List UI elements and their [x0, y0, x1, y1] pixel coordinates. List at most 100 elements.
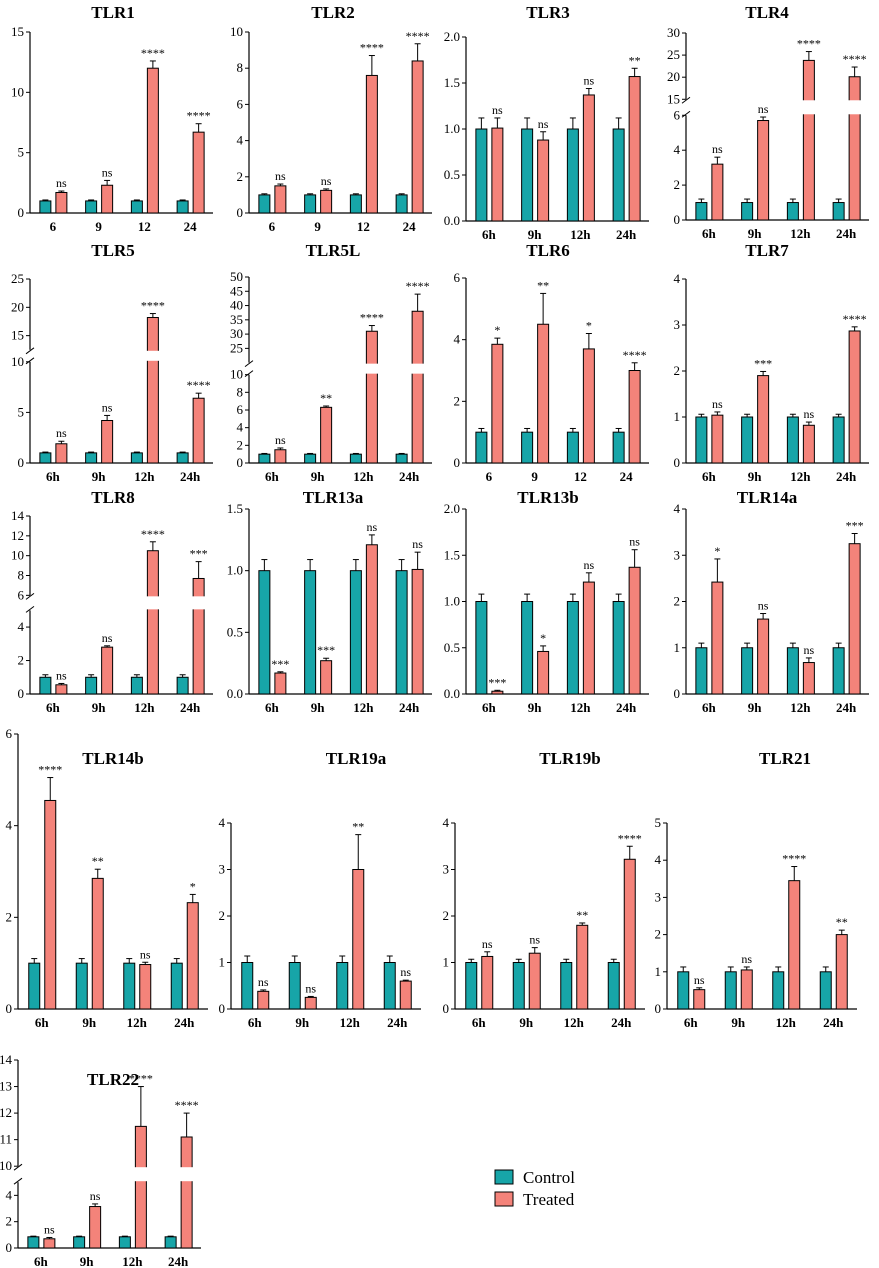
significance-label: ***: [271, 657, 289, 671]
x-tick-label: 12: [574, 469, 587, 484]
y-tick-label: 3: [674, 547, 681, 562]
x-tick-label: 24h: [616, 227, 637, 242]
y-tick-label: 15: [667, 91, 680, 106]
bar-treated: [180, 1136, 193, 1249]
y-tick-label: 0: [655, 1001, 662, 1016]
x-tick-label: 9h: [92, 700, 107, 715]
bar-control: [786, 416, 799, 464]
significance-label: **: [320, 391, 332, 405]
bar-break-gap: [145, 350, 161, 361]
y-tick-label: 14: [11, 508, 25, 523]
y-tick-label: 8: [237, 60, 244, 75]
significance-label: ns: [102, 631, 113, 645]
y-tick-label: 1: [219, 955, 226, 970]
significance-label: ns: [258, 975, 269, 989]
x-tick-label: 9h: [80, 1254, 95, 1268]
significance-label: ***: [754, 356, 772, 370]
significance-label: ****: [406, 279, 430, 293]
bar-control: [612, 601, 625, 695]
bar-control: [832, 647, 845, 695]
bar-control: [170, 962, 183, 1010]
bar-treated: [411, 60, 424, 214]
x-tick-label: 6h: [35, 1015, 50, 1030]
x-tick-label: 12h: [790, 469, 811, 484]
chart-title: TLR5L: [306, 241, 361, 260]
bar-treated: [711, 581, 724, 695]
bar-treated: [192, 131, 205, 214]
significance-label: ****: [360, 41, 384, 55]
significance-label: ns: [56, 176, 67, 190]
y-tick-label: 2: [237, 169, 244, 184]
y-tick-label: 8: [18, 568, 25, 583]
significance-label: ****: [175, 1098, 199, 1112]
bar-treated: [628, 566, 641, 695]
bar-treated: [582, 348, 595, 464]
bar-treated: [365, 544, 378, 695]
y-tick-label: 40: [230, 298, 243, 313]
bar-break-gap: [847, 100, 863, 115]
significance-label: ns: [694, 973, 705, 987]
bar-treated: [757, 375, 770, 464]
y-tick-label: 10: [11, 548, 24, 563]
y-tick-label: 10: [230, 367, 243, 382]
y-tick-label: 2: [674, 594, 681, 609]
bar-control: [85, 200, 98, 214]
y-tick-label: 14: [0, 1052, 13, 1067]
y-tick-label: 20: [667, 69, 680, 84]
chart-tlr4: TLR4 0 2 4 615 20 25 30 ns 6h ns 9h **** 12h **** 24h: [667, 3, 869, 241]
bar-treated: [481, 955, 494, 1010]
bar-control: [521, 128, 534, 222]
x-tick-label: 6h: [34, 1254, 49, 1268]
chart-title: TLR14b: [82, 749, 143, 768]
x-tick-label: 9h: [92, 469, 107, 484]
x-tick-label: 6: [269, 219, 276, 234]
chart-title: TLR5: [91, 241, 134, 260]
bar-treated: [757, 120, 770, 221]
bar-control: [258, 570, 271, 695]
bar-control: [566, 601, 579, 695]
x-tick-label: 24: [184, 219, 198, 234]
bar-control: [772, 971, 785, 1010]
y-tick-label: 2.0: [444, 501, 460, 516]
x-tick-label: 9h: [82, 1015, 97, 1030]
y-tick-label: 4: [674, 142, 681, 157]
y-tick-label: 30: [230, 326, 243, 341]
y-tick-label: 0: [6, 1240, 13, 1255]
y-tick-label: 10: [11, 354, 24, 369]
bar-control: [695, 416, 708, 464]
x-tick-label: 12h: [353, 469, 374, 484]
bar-control: [75, 962, 88, 1010]
bar-control: [395, 194, 408, 214]
bar-treated: [101, 646, 114, 695]
x-tick-label: 9: [314, 219, 321, 234]
x-tick-label: 24h: [180, 700, 201, 715]
x-tick-label: 6h: [46, 700, 61, 715]
bar-break-gap: [191, 596, 207, 610]
significance-label: ****: [187, 378, 211, 392]
significance-label: ns: [741, 952, 752, 966]
bar-control: [465, 962, 478, 1010]
legend-label-control: Control: [523, 1168, 575, 1187]
bar-treated: [320, 189, 333, 214]
y-tick-label: 0: [219, 1001, 226, 1016]
bar-control: [123, 962, 136, 1010]
x-tick-label: 9h: [528, 700, 543, 715]
significance-label: ****: [187, 109, 211, 123]
bar-control: [612, 128, 625, 222]
x-tick-label: 24h: [399, 700, 420, 715]
chart-title: TLR14a: [737, 488, 798, 507]
bar-treated: [274, 449, 287, 464]
x-tick-label: 6h: [265, 469, 280, 484]
y-tick-label: 25: [667, 47, 680, 62]
bar-control: [832, 416, 845, 464]
axis-break-mark: [13, 1177, 23, 1185]
y-tick-label: 0: [237, 455, 244, 470]
bar-treated: [848, 76, 861, 221]
significance-label: ****: [141, 299, 165, 313]
y-tick-label: 0: [443, 1001, 450, 1016]
bar-control: [786, 647, 799, 695]
x-tick-label: 12h: [340, 1015, 361, 1030]
x-tick-label: 24h: [168, 1254, 189, 1268]
x-tick-label: 6h: [482, 227, 497, 242]
